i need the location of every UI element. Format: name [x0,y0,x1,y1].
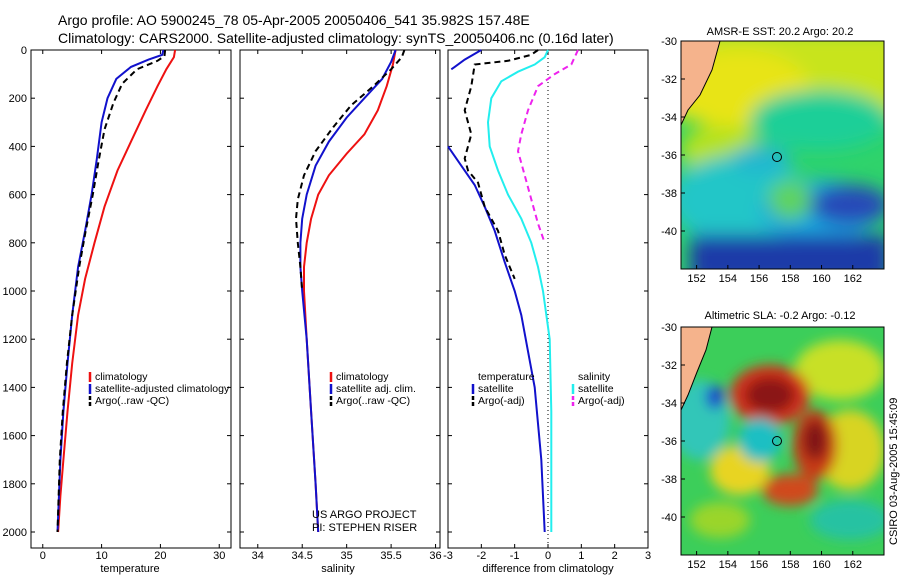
sla-ytick-label: -30 [661,322,677,334]
sla-ytick-label: -36 [661,436,677,448]
sst-xtick-label: 162 [844,273,862,285]
temp-legend-label: satellite-adjusted climatology [95,383,230,395]
temp-ytick-label: 1800 [3,479,27,491]
temp-legend-label: climatology [95,371,148,383]
sst-ytick-label: -36 [661,150,677,162]
sst-xtick-label: 158 [781,273,799,285]
sla-argo-marker [772,436,782,446]
diff-xtick-label: 1 [578,550,584,562]
sal-series-argo-raw-qc- [294,49,406,292]
temp-ytick-label: 800 [9,238,27,250]
temp-xtick-label: 0 [40,550,46,562]
diff-xtick-label: 2 [612,550,618,562]
diff-legend-label: temperature [478,371,535,383]
sst-coastline [681,41,721,126]
diff-series-temperature-argo-adj- [463,49,539,280]
sal-xtick-label: 35.5 [380,550,401,562]
sst-xtick-label: 152 [687,273,705,285]
sst-ytick-label: -30 [661,36,677,48]
sst-ytick-label: -40 [661,226,677,238]
sla-ytick-label: -34 [661,398,677,410]
sst-land [681,41,720,125]
sst-xtick-label: 160 [812,273,830,285]
sst-xtick-label: 154 [719,273,737,285]
sst-ytick-label: -34 [661,112,677,124]
sst-map: AMSR-E SST: 20.2 Argo: 20.2 152 154 156 158… [661,26,885,285]
credit-line1: US ARGO PROJECT [312,509,417,521]
sla-xtick-label: 162 [844,559,862,571]
diff-legend-label: Argo(-adj) [478,395,525,407]
side-timestamp: CSIRO 03-Aug-2005 15:45:09 [888,398,900,545]
header-title: Argo profile: AO 5900245_78 05-Apr-2005 … [58,12,530,28]
sla-xtick-label: 160 [812,559,830,571]
diff-xtick-label: 0 [545,550,551,562]
temp-series-satellite-adjusted-climatology [56,49,165,533]
sst-map-title: AMSR-E SST: 20.2 Argo: 20.2 [707,26,854,38]
sla-xtick-label: 152 [687,559,705,571]
temp-ytick-label: 600 [9,190,27,202]
temperature-chart: 0 10 20 30 0 200 400 600 800 1000 1200 1400 1600 1800… [3,45,232,575]
salinity-axes [239,49,441,549]
header-subtitle: Climatology: CARS2000. Satellite-adjuste… [58,30,614,46]
sla-ytick-label: -40 [661,512,677,524]
sst-ytick-label: -32 [661,74,677,86]
salinity-xlabel: salinity [321,563,355,575]
difference-chart: -3 -2 -1 0 1 2 3temperaturesatelliteArgo(-adj)… [443,49,651,575]
difference-xlabel: difference from climatology [482,563,614,575]
sst-ytick-label: -38 [661,188,677,200]
temp-series-climatology [57,49,177,533]
temp-series-argo-raw-qc- [56,49,167,533]
sal-xtick-label: 36 [429,550,441,562]
temp-xtick-label: 10 [95,550,107,562]
sal-legend-label: climatology [336,371,389,383]
diff-series-salinity-argo-adj- [516,49,579,244]
sla-xtick-label: 154 [719,559,737,571]
temp-xtick-label: 20 [154,550,166,562]
diff-xtick-label: -3 [443,550,453,562]
sal-legend-label: Argo(..raw -QC) [336,395,410,407]
temp-ytick-label: 0 [21,45,27,57]
sla-ytick-label: -38 [661,474,677,486]
credit-line2: PI: STEPHEN RISER [312,522,417,534]
temp-ytick-label: 200 [9,93,27,105]
sla-coastline [681,327,713,411]
diff-xtick-label: 3 [645,550,651,562]
sal-legend-label: satellite adj. clim. [336,383,416,395]
diff-legend-label: satellite [478,383,514,395]
diff-legend-label: salinity [578,371,611,383]
temperature-axes [30,49,232,549]
sla-map-title: Altimetric SLA: -0.2 Argo: -0.12 [704,310,855,322]
temp-legend-label: Argo(..raw -QC) [95,395,169,407]
diff-series-temperature-satellite-deep [447,145,546,533]
sal-series-satellite-adj-clim- [299,49,397,533]
temp-ytick-label: 1200 [3,334,27,346]
sla-field [681,340,884,540]
sla-land [681,327,712,410]
sla-map: Altimetric SLA: -0.2 Argo: -0.12 [661,310,885,571]
diff-xtick-label: -1 [510,550,520,562]
sal-xtick-label: 35 [341,550,353,562]
sla-xtick-label: 156 [750,559,768,571]
diff-series-salinity-satellite [486,49,553,532]
temp-xtick-label: 30 [213,550,225,562]
sla-xtick-label: 158 [781,559,799,571]
diff-legend-label: Argo(-adj) [578,395,625,407]
sst-argo-marker [772,152,782,162]
sla-ytick-label: -32 [661,360,677,372]
temp-ytick-label: 1600 [3,431,27,443]
temp-ytick-label: 1000 [3,286,27,298]
temp-ytick-label: 400 [9,141,27,153]
sal-xtick-label: 34 [252,550,264,562]
temperature-xlabel: temperature [100,563,159,575]
sst-xtick-label: 156 [750,273,768,285]
diff-legend-label: satellite [578,383,614,395]
temp-ytick-label: 2000 [3,527,27,539]
temp-ytick-label: 1400 [3,382,27,394]
diff-xtick-label: -2 [476,550,486,562]
sal-xtick-label: 34.5 [292,550,313,562]
diff-series-temperature-satellite [450,49,482,71]
